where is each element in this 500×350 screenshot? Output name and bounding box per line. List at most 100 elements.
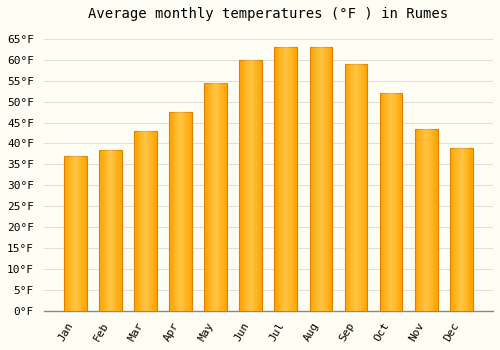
Bar [328, 47, 329, 311]
Bar [415, 129, 438, 311]
Bar [450, 148, 472, 311]
Bar [417, 129, 418, 311]
Bar [65, 156, 66, 311]
Bar [102, 150, 104, 311]
Bar [310, 47, 312, 311]
Bar [344, 64, 368, 311]
Bar [146, 131, 147, 311]
Bar [318, 47, 320, 311]
Bar [217, 83, 218, 311]
Bar [204, 83, 227, 311]
Bar [226, 83, 227, 311]
Bar [290, 47, 292, 311]
Bar [175, 112, 176, 311]
Bar [460, 148, 461, 311]
Bar [382, 93, 383, 311]
Bar [326, 47, 328, 311]
Bar [312, 47, 313, 311]
Bar [430, 129, 432, 311]
Bar [152, 131, 154, 311]
Bar [107, 150, 108, 311]
Bar [344, 64, 346, 311]
Bar [147, 131, 148, 311]
Bar [454, 148, 456, 311]
Bar [261, 60, 262, 311]
Bar [218, 83, 219, 311]
Bar [156, 131, 157, 311]
Bar [278, 47, 279, 311]
Bar [254, 60, 256, 311]
Bar [251, 60, 252, 311]
Bar [220, 83, 222, 311]
Bar [170, 112, 192, 311]
Bar [295, 47, 296, 311]
Bar [280, 47, 281, 311]
Bar [252, 60, 253, 311]
Bar [399, 93, 400, 311]
Bar [400, 93, 402, 311]
Bar [190, 112, 191, 311]
Bar [392, 93, 394, 311]
Bar [389, 93, 390, 311]
Bar [424, 129, 425, 311]
Bar [112, 150, 113, 311]
Bar [186, 112, 188, 311]
Bar [191, 112, 192, 311]
Bar [258, 60, 259, 311]
Bar [452, 148, 454, 311]
Bar [464, 148, 466, 311]
Bar [105, 150, 106, 311]
Bar [70, 156, 71, 311]
Bar [288, 47, 290, 311]
Bar [285, 47, 286, 311]
Bar [415, 129, 416, 311]
Bar [74, 156, 76, 311]
Bar [246, 60, 248, 311]
Bar [316, 47, 318, 311]
Bar [398, 93, 399, 311]
Bar [324, 47, 326, 311]
Bar [276, 47, 277, 311]
Bar [154, 131, 156, 311]
Bar [322, 47, 323, 311]
Bar [121, 150, 122, 311]
Bar [240, 60, 262, 311]
Bar [346, 64, 347, 311]
Bar [323, 47, 324, 311]
Bar [250, 60, 251, 311]
Bar [459, 148, 460, 311]
Bar [209, 83, 210, 311]
Bar [108, 150, 110, 311]
Bar [426, 129, 428, 311]
Bar [110, 150, 112, 311]
Bar [86, 156, 87, 311]
Bar [394, 93, 396, 311]
Bar [279, 47, 280, 311]
Bar [425, 129, 426, 311]
Bar [118, 150, 120, 311]
Bar [64, 156, 65, 311]
Bar [182, 112, 183, 311]
Bar [66, 156, 68, 311]
Bar [183, 112, 184, 311]
Bar [204, 83, 206, 311]
Bar [365, 64, 366, 311]
Bar [225, 83, 226, 311]
Bar [72, 156, 73, 311]
Bar [350, 64, 352, 311]
Bar [178, 112, 180, 311]
Bar [277, 47, 278, 311]
Bar [390, 93, 391, 311]
Bar [354, 64, 355, 311]
Bar [172, 112, 174, 311]
Bar [462, 148, 464, 311]
Bar [149, 131, 150, 311]
Bar [222, 83, 224, 311]
Bar [219, 83, 220, 311]
Bar [212, 83, 214, 311]
Bar [274, 47, 297, 311]
Bar [84, 156, 86, 311]
Bar [79, 156, 80, 311]
Bar [243, 60, 244, 311]
Bar [170, 112, 172, 311]
